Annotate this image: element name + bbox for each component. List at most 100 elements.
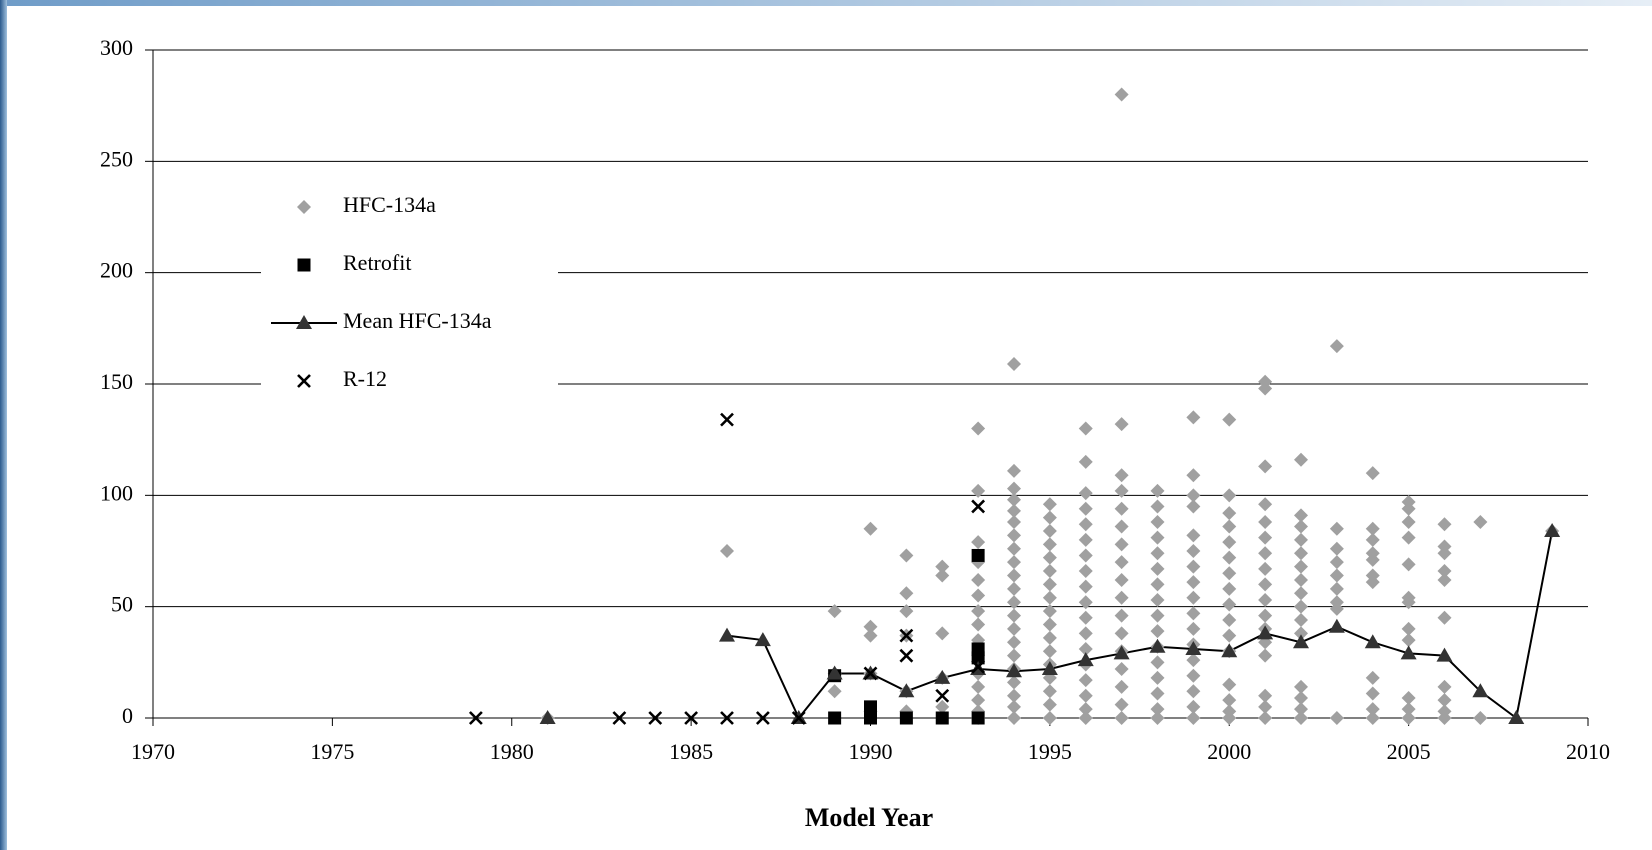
y-tick-label: 200 [100, 258, 133, 283]
point [828, 711, 842, 725]
point [1078, 688, 1093, 703]
point [1114, 483, 1129, 498]
point [1078, 641, 1093, 656]
point [1114, 679, 1129, 694]
point [1150, 499, 1165, 514]
point [863, 619, 878, 634]
point [1258, 459, 1273, 474]
x-tick-label: 1995 [1028, 739, 1072, 764]
y-tick-label: 0 [122, 703, 133, 728]
point [971, 711, 985, 725]
point [1042, 523, 1057, 538]
point [1006, 663, 1022, 678]
point [1007, 356, 1021, 371]
point [1150, 670, 1165, 685]
point [1186, 575, 1201, 590]
point [1114, 572, 1129, 587]
point [1186, 711, 1201, 725]
point [1186, 468, 1201, 483]
point [1222, 711, 1237, 725]
legend-label: Retrofit [343, 250, 411, 275]
point [1078, 610, 1093, 625]
point [1258, 515, 1273, 530]
point [1150, 608, 1165, 623]
point [1114, 626, 1129, 641]
point [1294, 613, 1308, 628]
legend-marker [297, 374, 311, 388]
point [1437, 564, 1452, 579]
point [1007, 463, 1021, 478]
point [1222, 597, 1237, 612]
point [1078, 595, 1093, 610]
point [1222, 506, 1237, 521]
point [1222, 412, 1237, 427]
point [1078, 579, 1093, 594]
point [971, 499, 986, 514]
point [1149, 638, 1166, 653]
point [971, 617, 986, 632]
point [935, 568, 950, 583]
point [1294, 532, 1308, 547]
point [1222, 613, 1237, 628]
point [1078, 501, 1093, 516]
point [648, 711, 663, 725]
point [1114, 501, 1129, 516]
point [1365, 532, 1380, 547]
point [1294, 599, 1308, 614]
point [1437, 572, 1452, 587]
point [1293, 634, 1309, 649]
point [1436, 647, 1453, 662]
point [1222, 628, 1237, 643]
point [1186, 410, 1201, 425]
point [971, 572, 986, 587]
point [1078, 711, 1093, 725]
legend-marker [296, 315, 312, 329]
point [1186, 606, 1201, 621]
point [1185, 640, 1202, 655]
legend-marker [297, 258, 311, 272]
point [1078, 532, 1093, 547]
point [1258, 699, 1273, 714]
point [1222, 581, 1237, 596]
point [1401, 557, 1416, 572]
point [899, 586, 914, 601]
point [935, 711, 949, 725]
point [1186, 544, 1201, 558]
point [1078, 454, 1093, 469]
point [1150, 577, 1165, 592]
point [899, 628, 914, 643]
point [1114, 662, 1129, 677]
point [1222, 677, 1237, 692]
point [1294, 508, 1308, 523]
point [1042, 711, 1057, 725]
point [1007, 648, 1021, 663]
point [1007, 595, 1021, 610]
y-tick-label: 150 [100, 369, 133, 394]
point [1401, 621, 1416, 636]
point [755, 711, 770, 725]
point [1113, 645, 1130, 660]
point [1401, 501, 1416, 516]
x-tick-label: 1985 [669, 739, 713, 764]
point [1258, 648, 1273, 663]
point [1078, 486, 1093, 501]
point [719, 627, 735, 642]
point [1042, 590, 1057, 605]
legend-box [261, 180, 558, 405]
point [1007, 528, 1021, 543]
point [971, 693, 986, 708]
point [1437, 679, 1452, 694]
point [1401, 595, 1416, 610]
point [1294, 702, 1308, 717]
point [1078, 626, 1093, 641]
point [1365, 702, 1380, 717]
point [971, 659, 986, 674]
point [1258, 688, 1273, 703]
point [1078, 673, 1093, 688]
point [1114, 417, 1129, 432]
x-tick-label: 2010 [1566, 739, 1610, 764]
point [1257, 625, 1274, 640]
point [1329, 581, 1344, 596]
point [1150, 592, 1165, 607]
